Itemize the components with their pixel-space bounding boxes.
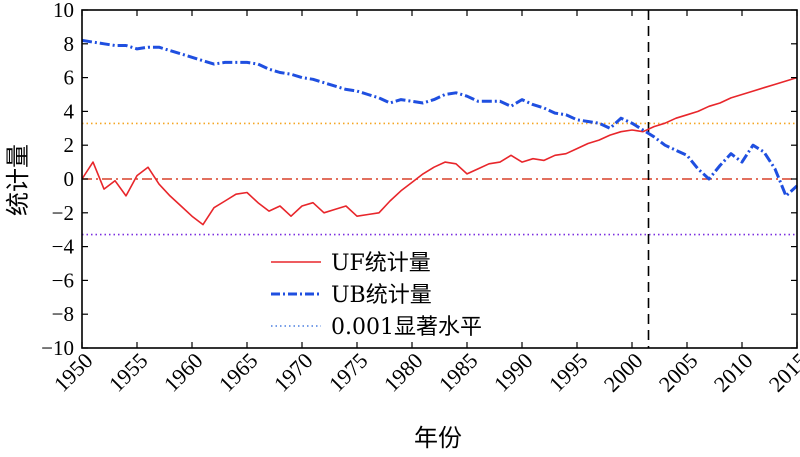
x-tick-label: 1955: [104, 348, 153, 397]
legend-label-uf: UF统计量: [331, 251, 431, 276]
y-axis-title: 统计量: [4, 144, 32, 216]
y-tick-label: −6: [52, 268, 74, 292]
y-tick-label: 6: [64, 66, 75, 90]
legend-label-ub: UB统计量: [331, 283, 432, 308]
x-tick-label: 1985: [434, 348, 483, 397]
x-tick-label: 2005: [654, 348, 703, 397]
plot-layer: [81, 10, 799, 348]
x-tick-label: 2000: [599, 348, 648, 397]
y-tick-label: 10: [53, 0, 74, 22]
y-tick-label: −2: [52, 201, 74, 225]
x-tick-label: 1970: [269, 348, 318, 397]
x-axis-title: 年份: [414, 424, 462, 452]
y-tick-label: −10: [41, 336, 74, 360]
uf-series-line: [81, 76, 798, 226]
y-tick-label: −8: [52, 302, 74, 326]
x-tick-label: 1965: [214, 348, 263, 397]
y-tick-label: 8: [64, 32, 75, 56]
x-tick-label: 1990: [489, 348, 538, 397]
x-tick-label: 1960: [159, 348, 208, 397]
y-tick-label: 4: [64, 99, 75, 123]
x-tick-label: 2010: [709, 348, 758, 397]
y-tick-label: 2: [64, 133, 75, 157]
x-tick-label: 1995: [544, 348, 593, 397]
legend: UF统计量 UB统计量 0.001显著水平: [271, 251, 482, 340]
y-tick-label: 0: [64, 167, 75, 191]
ub-series-line: [81, 38, 799, 198]
x-tick-label: 1980: [379, 348, 428, 397]
x-tick-label: 1975: [324, 348, 373, 397]
legend-label-threshold: 0.001显著水平: [331, 315, 482, 340]
x-tick-label: 2015: [764, 348, 800, 397]
y-tick-label: −4: [52, 235, 75, 259]
